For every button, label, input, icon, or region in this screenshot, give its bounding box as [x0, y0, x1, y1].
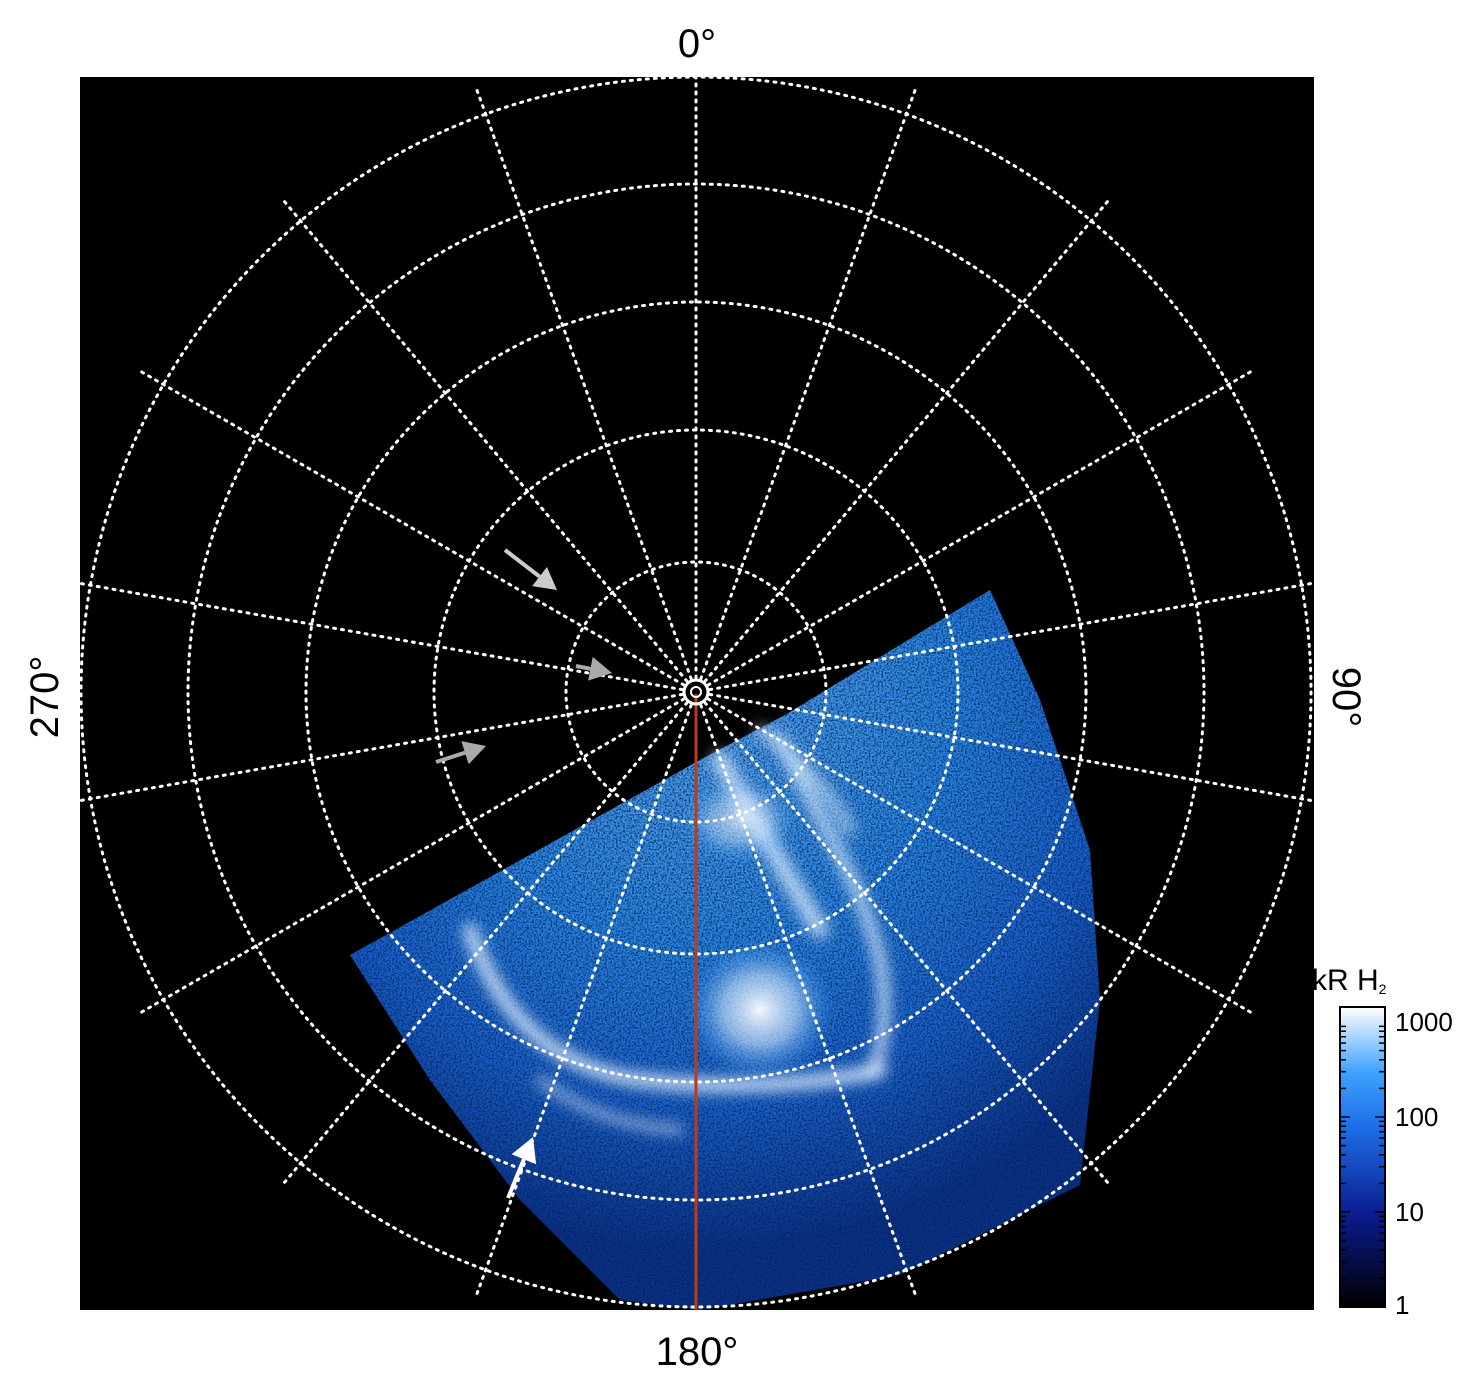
meridian-340 [475, 89, 693, 681]
arrow-icon [435, 741, 486, 765]
auroral-emission-region [350, 590, 1100, 1310]
label-left: 270° [23, 656, 67, 739]
meridian-280 [80, 581, 684, 692]
meridian-220 [283, 701, 689, 1184]
pole-marker [682, 678, 710, 706]
meridian-140 [703, 701, 1109, 1184]
colorbar-scale [1339, 1006, 1386, 1308]
arrow-icon [575, 656, 612, 681]
meridian-100 [708, 692, 1314, 803]
latitude-ring-4 [186, 182, 1206, 1202]
polar-grid [80, 77, 1314, 1310]
colorbar-tick-1: 1 [1395, 1290, 1409, 1320]
meridian-300 [140, 370, 686, 687]
meridian-120 [706, 697, 1252, 1014]
meridian-320 [283, 200, 689, 683]
bright-spot [685, 940, 835, 1080]
colorbar-tick-1000: 1000 [1395, 1007, 1453, 1037]
label-right: 90° [1324, 667, 1368, 728]
meridian-160 [699, 703, 917, 1295]
arrow-icon [506, 1137, 537, 1199]
arrow-icon [503, 548, 557, 590]
label-top: 0° [678, 22, 716, 66]
colorbar-title: kR H2 [1312, 964, 1387, 997]
latitude-ring-5 [80, 77, 1313, 1309]
meridian-260 [80, 692, 684, 803]
meridian-60 [706, 370, 1252, 687]
meridian-40 [703, 200, 1109, 683]
colorbar-tick-100: 100 [1395, 1102, 1438, 1132]
meridian-240 [140, 697, 686, 1014]
meridian-80 [708, 581, 1314, 692]
meridian-200 [475, 703, 693, 1295]
meridian-20 [699, 89, 917, 681]
latitude-ring-3 [304, 300, 1088, 1084]
colorbar-tick-10: 10 [1395, 1197, 1424, 1227]
label-bottom: 180° [656, 1330, 739, 1374]
colorbar: kR H2 1000 100 10 1 [1312, 964, 1453, 1320]
latitude-ring-1 [564, 560, 828, 824]
